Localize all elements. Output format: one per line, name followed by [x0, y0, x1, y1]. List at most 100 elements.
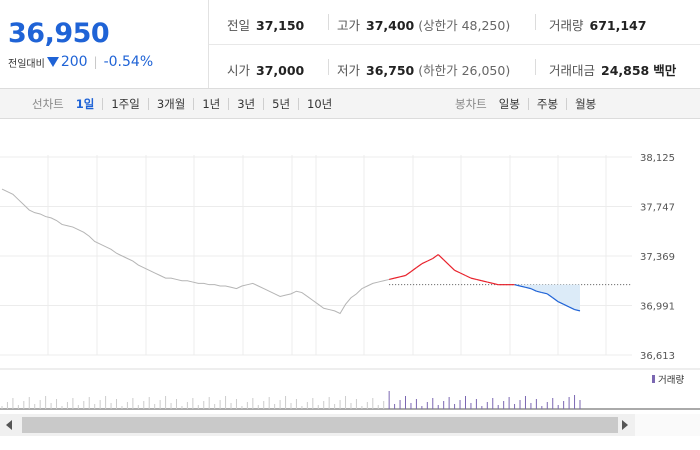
price-segment: [552, 297, 559, 303]
price-segment: [394, 276, 401, 279]
tab-divider: [566, 97, 568, 110]
stock-summary: 36,950 전일대비 200 | -0.54% 전일 37,150 고가 37,4…: [0, 0, 700, 89]
arrow-right-icon[interactable]: [622, 420, 628, 430]
price-segment: [416, 263, 423, 269]
price-segment: [476, 278, 482, 282]
tab-weekly-candle[interactable]: 주봉: [536, 96, 559, 111]
price-segment: [492, 282, 499, 286]
tab-3year[interactable]: 3년: [237, 96, 256, 111]
legend-label: 거래량: [658, 374, 684, 386]
price-segment: [459, 272, 466, 277]
prev-close-label: 전일: [227, 18, 251, 33]
tab-divider: [298, 97, 300, 110]
change-row: 전일대비 200 | -0.54%: [8, 54, 153, 70]
tab-divider: [147, 97, 149, 110]
price-lines: [1, 188, 632, 315]
tab-divider: [263, 97, 265, 110]
open-label: 시가: [227, 63, 251, 78]
tab-daily-candle[interactable]: 일봉: [498, 96, 520, 111]
tab-5year[interactable]: 5년: [272, 96, 291, 111]
tab-divider: [102, 97, 104, 110]
price-segment: [443, 259, 450, 266]
lower-limit: (하한가 26,050): [418, 63, 511, 78]
open-value: 37,000: [256, 63, 305, 78]
prev-close: 전일 37,150: [227, 15, 304, 34]
change-divider: |: [93, 55, 98, 69]
low-value: 36,750: [366, 63, 415, 78]
tab-monthly-candle[interactable]: 월봉: [575, 96, 597, 111]
price-segment: [399, 274, 406, 278]
legend-swatch: [652, 375, 655, 383]
price-chart: 38,125 37,747 37,369 36,991 36,613 거래량: [0, 119, 700, 449]
change-amount: 200: [60, 54, 88, 70]
open-price: 시가 37,000: [227, 60, 304, 79]
divider: [328, 14, 329, 30]
price-segment: [432, 254, 439, 259]
arrow-left-icon[interactable]: [6, 420, 12, 430]
price-segment: [470, 277, 477, 281]
prev-day-line: [1, 188, 390, 315]
volume-legend: 거래량: [652, 374, 684, 386]
price-segment: [541, 291, 548, 295]
price-segment: [519, 285, 526, 288]
line-chart-tabs: 선차트 1일 1주일 3개월 1년 3년 5년 10년: [32, 89, 334, 118]
divider: [535, 59, 536, 75]
prev-close-value: 37,150: [256, 18, 305, 33]
trade-amount-label: 거래대금: [549, 63, 596, 78]
trade-amount-value: 24,858: [601, 63, 650, 78]
price-segment: [487, 281, 493, 284]
y-tick-label: 38,125: [640, 153, 675, 164]
y-axis-ticks: 38,125 37,747 37,369 36,991 36,613: [640, 153, 675, 362]
change-label: 전일대비: [8, 58, 45, 70]
price-segment: [563, 303, 570, 308]
price-segment: [421, 260, 428, 265]
tab-1year[interactable]: 1년: [202, 96, 221, 111]
price-segment: [454, 269, 461, 274]
stats-row-1: 전일 37,150 고가 37,400 (상한가 48,250) 거래량 671,14…: [209, 0, 700, 45]
candle-chart-label: 봉차트: [455, 96, 487, 111]
tab-10year[interactable]: 10년: [307, 96, 333, 111]
price-segment: [514, 284, 521, 287]
stats-panel: 전일 37,150 고가 37,400 (상한가 48,250) 거래량 671,14…: [209, 0, 700, 88]
tab-1week[interactable]: 1주일: [111, 96, 140, 111]
below-reference-fill: [389, 284, 580, 311]
chart-scrollbar[interactable]: [0, 414, 635, 436]
y-tick-label: 36,991: [640, 302, 675, 313]
tab-1day[interactable]: 1일: [75, 96, 95, 111]
y-tick-label: 37,369: [640, 252, 675, 263]
down-triangle-icon: [46, 57, 59, 67]
tab-divider: [228, 97, 230, 110]
stats-row-2: 시가 37,000 저가 36,750 (하한가 26,050) 거래대금 24,85…: [209, 45, 700, 89]
price-segment: [448, 264, 456, 271]
price-segment: [410, 267, 417, 273]
high-value: 37,400: [366, 18, 415, 33]
y-tick-label: 37,747: [640, 203, 675, 214]
current-price: 36,950: [8, 18, 110, 49]
price-segment: [437, 254, 445, 261]
divider: [328, 59, 329, 75]
high-label: 고가: [337, 18, 361, 33]
scroll-thumb[interactable]: [22, 417, 618, 433]
upper-limit: (상한가 48,250): [418, 18, 511, 33]
price-segment: [536, 290, 542, 294]
price-segment: [389, 277, 395, 281]
price-segment: [427, 257, 434, 262]
scroll-spacer: [635, 414, 700, 436]
chart-grid: [0, 155, 632, 356]
line-chart-label: 선차트: [32, 96, 64, 111]
y-tick-label: 36,613: [640, 351, 675, 362]
price-segment: [557, 301, 564, 305]
chart-svg: 38,125 37,747 37,369 36,991 36,613 거래량: [0, 153, 700, 410]
price-segment: [574, 308, 581, 312]
volume-label: 거래량: [549, 18, 584, 33]
candle-chart-tabs: 봉차트 일봉 주봉 월봉: [455, 89, 598, 118]
price-segment: [530, 288, 537, 292]
price-box: 36,950 전일대비 200 | -0.54%: [0, 0, 209, 88]
price-segment: [525, 286, 532, 290]
tab-divider: [527, 97, 529, 110]
tab-3month[interactable]: 3개월: [156, 96, 186, 111]
price-segment: [546, 293, 554, 299]
trade-amount: 거래대금 24,858 백만: [549, 60, 676, 79]
price-segment: [465, 274, 472, 279]
divider: [535, 14, 536, 30]
